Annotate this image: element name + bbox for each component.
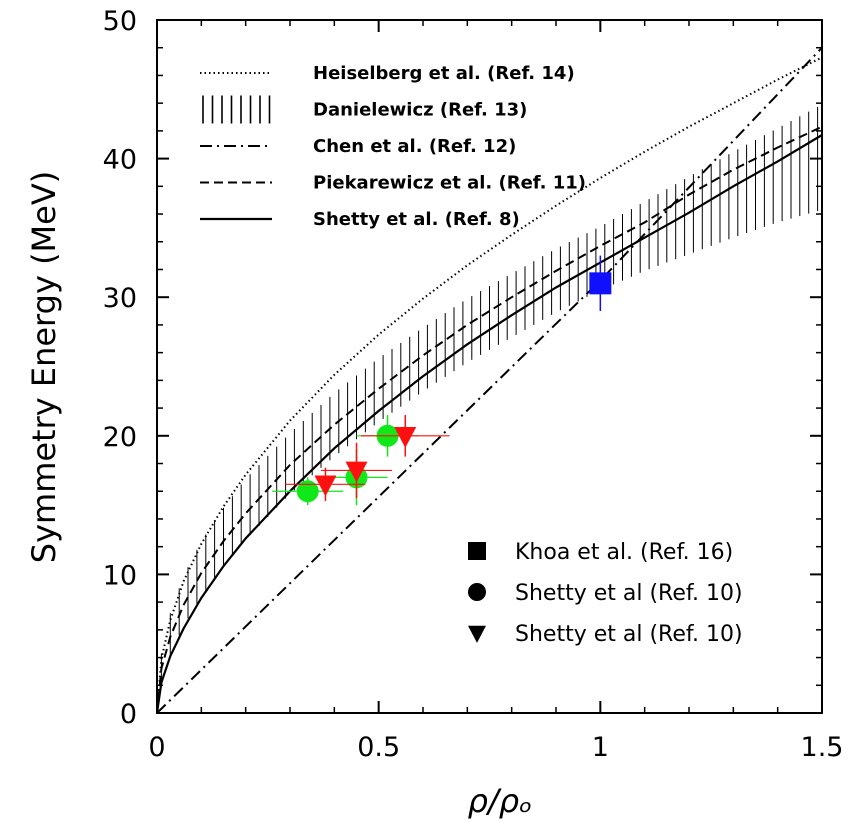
y-axis-title: Symmetry Energy (MeV) [25, 171, 63, 563]
legend-label: Chen et al. (Ref. 12) [313, 136, 516, 157]
legend-label: Heiselberg et al. (Ref. 14) [313, 63, 575, 84]
marker-group-triangle-down [285, 415, 450, 501]
plot-frame [156, 19, 823, 714]
x-axis-title: ρ/ρₒ [468, 782, 533, 820]
series-line-3 [156, 125, 823, 714]
line-legend: Heiselberg et al. (Ref. 14) Danielewicz (… [200, 63, 586, 230]
data-point-triangle-down [314, 475, 337, 497]
data-point-square [589, 272, 612, 295]
legend-label: Danielewicz (Ref. 13) [313, 100, 527, 121]
series-line-4 [155, 134, 823, 714]
marker-legend: Khoa et al. (Ref. 16) Shetty et al (Ref. … [468, 540, 743, 647]
legend-swatch-triangle-down [468, 625, 486, 643]
x-tick-label: 0 [148, 732, 165, 763]
y-tick-label: 50 [103, 6, 137, 37]
legend-label: Shetty et al (Ref. 10) [515, 622, 743, 647]
y-tick-label: 10 [103, 560, 137, 591]
legend-label: Piekarewicz et al. (Ref. 11) [313, 173, 586, 194]
x-tick-label: 1 [592, 732, 609, 763]
y-tick-label: 0 [120, 699, 137, 730]
tick-layer: 0 0.5 1 1.5 0 10 20 30 40 50 [103, 6, 844, 763]
legend-label: Shetty et al (Ref. 10) [515, 581, 743, 606]
legend-label: Khoa et al. (Ref. 16) [515, 540, 733, 565]
data-point-triangle-down [345, 461, 368, 483]
marker-layer [272, 255, 612, 506]
legend-label: Shetty et al. (Ref. 8) [313, 209, 520, 230]
legend-layer: Heiselberg et al. (Ref. 14) Danielewicz (… [200, 63, 743, 647]
y-tick-label: 30 [103, 283, 137, 314]
y-tick-label: 40 [103, 145, 137, 176]
marker-group-square [589, 255, 612, 312]
legend-swatch-circle [468, 583, 486, 601]
x-tick-label: 0.5 [357, 732, 400, 763]
series-line-2 [156, 47, 823, 714]
data-point-triangle-down [394, 427, 417, 448]
legend-swatch-square [468, 542, 486, 560]
x-tick-label: 1.5 [801, 732, 844, 763]
y-tick-label: 20 [103, 422, 137, 453]
data-point-circle [296, 480, 319, 503]
